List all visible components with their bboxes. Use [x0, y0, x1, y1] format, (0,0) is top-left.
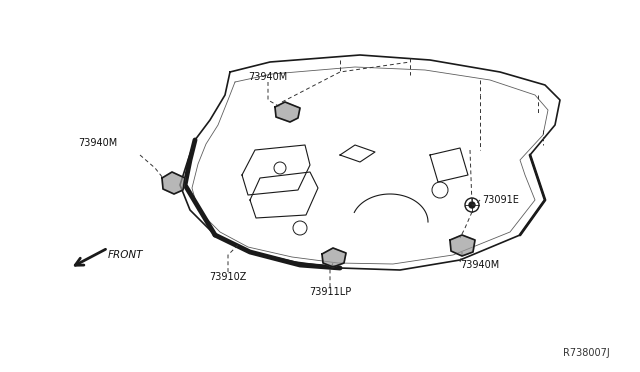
Circle shape: [469, 202, 475, 208]
Text: 73091E: 73091E: [482, 195, 519, 205]
Polygon shape: [322, 248, 346, 267]
Polygon shape: [162, 172, 185, 194]
Text: 73940M: 73940M: [248, 72, 287, 82]
Polygon shape: [450, 235, 475, 256]
Text: FRONT: FRONT: [108, 250, 143, 260]
Text: R738007J: R738007J: [563, 348, 610, 358]
Text: 73940M: 73940M: [460, 260, 499, 270]
Text: 73911LP: 73911LP: [309, 287, 351, 297]
Text: 73910Z: 73910Z: [209, 272, 246, 282]
Polygon shape: [275, 102, 300, 122]
Text: 73940M: 73940M: [78, 138, 117, 148]
